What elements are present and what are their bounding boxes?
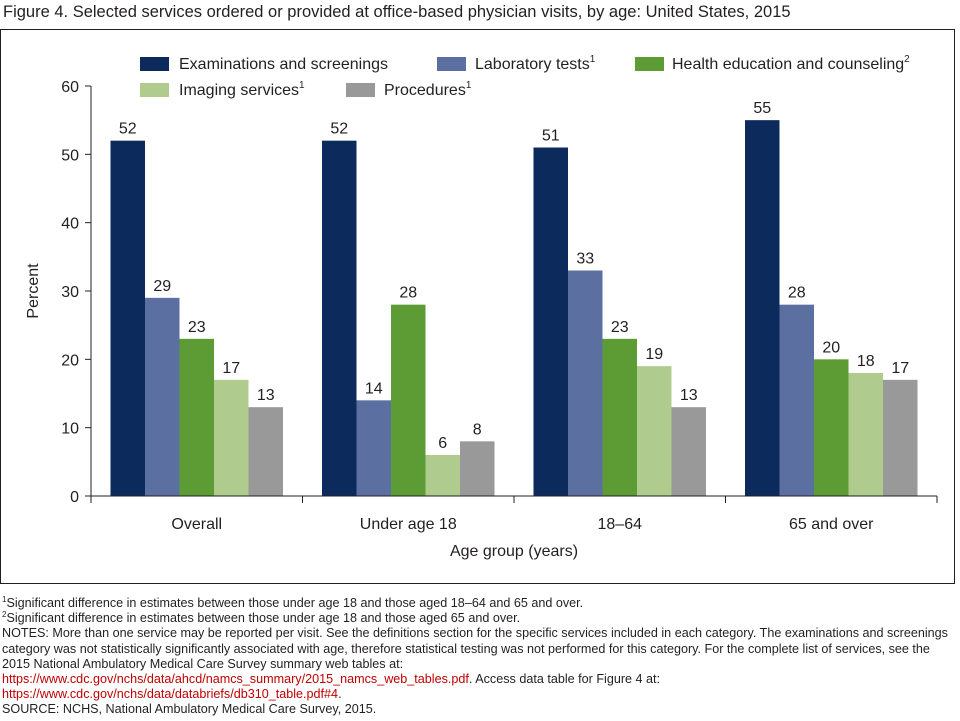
- data-label: 17: [891, 360, 909, 377]
- y-tick-label: 40: [61, 216, 79, 233]
- bar: [568, 270, 603, 496]
- bar: [602, 338, 637, 496]
- legend-swatch: [140, 57, 169, 71]
- footnote-2: 2Significant difference in estimates bet…: [2, 611, 952, 626]
- bar: [214, 379, 249, 496]
- bar: [356, 400, 391, 496]
- data-label: 13: [257, 387, 275, 404]
- source-line: SOURCE: NCHS, National Ambulatory Medica…: [2, 702, 377, 717]
- legend-label: Laboratory tests1: [475, 54, 596, 73]
- data-label: 13: [680, 387, 698, 404]
- link1-after-text: . Access data table for Figure 4 at:: [468, 672, 661, 687]
- data-label: 23: [188, 319, 206, 336]
- notes-text: NOTES: More than one service may be repo…: [2, 626, 948, 671]
- y-tick-label: 60: [61, 79, 79, 96]
- x-axis: Overall Under age 18 18–64 65 and over Age g…: [90, 495, 938, 560]
- bar: [248, 407, 283, 496]
- data-label: 52: [119, 121, 137, 138]
- data-label: 51: [542, 128, 560, 145]
- y-tick-label: 50: [61, 147, 79, 164]
- legend: Examinations and screenings Laboratory te…: [140, 54, 910, 99]
- y-axis-title: Percent: [25, 263, 42, 319]
- x-axis-title: Age group (years): [450, 543, 578, 560]
- data-label: 52: [330, 121, 348, 138]
- x-tick-label: 65 and over: [789, 516, 874, 533]
- bar: [883, 379, 918, 496]
- figure-title: Figure 4. Selected services ordered or p…: [3, 3, 791, 21]
- data-table-link[interactable]: https://www.cdc.gov/nchs/data/databriefs…: [2, 687, 339, 702]
- bar: [745, 120, 780, 497]
- y-tick-label: 0: [70, 489, 79, 506]
- data-label: 14: [365, 380, 383, 397]
- data-label: 28: [788, 285, 806, 302]
- legend-label: Procedures1: [384, 80, 472, 99]
- data-label: 19: [645, 346, 663, 363]
- footnote-1: 1Significant difference in estimates bet…: [2, 594, 952, 611]
- notes-paragraph: NOTES: More than one service may be repo…: [2, 626, 952, 702]
- bar: [779, 304, 814, 496]
- footnote-1-marker: 1: [2, 594, 7, 604]
- bar: [637, 366, 672, 496]
- legend-label: Health education and counseling2: [672, 54, 910, 73]
- bar: [110, 140, 145, 496]
- data-label: 28: [399, 285, 417, 302]
- data-label: 8: [473, 421, 482, 438]
- data-label: 55: [753, 100, 771, 117]
- bars: 52 29 23 17 13 52 14 28 6 8 51 33 23 19 13 55 28 20 18 17: [110, 100, 918, 497]
- data-label: 33: [576, 251, 594, 268]
- legend-swatch: [437, 57, 466, 71]
- notes: 1Significant difference in estimates bet…: [2, 594, 952, 718]
- web-tables-link[interactable]: https://www.cdc.gov/nchs/data/ahcd/namcs…: [2, 672, 469, 687]
- bar-chart: Examinations and screenings Laboratory te…: [25, 54, 938, 560]
- y-tick-label: 20: [61, 352, 79, 369]
- footnote-1-text: Significant difference in estimates betw…: [6, 596, 584, 610]
- footnote-2-text: Significant difference in estimates betw…: [6, 611, 521, 626]
- legend-swatch: [346, 83, 375, 97]
- link2-after-text: .: [338, 687, 342, 702]
- bar: [460, 441, 495, 496]
- bar: [145, 297, 180, 496]
- bar: [179, 338, 214, 496]
- y-tick-label: 10: [61, 421, 79, 438]
- data-label: 29: [153, 278, 171, 295]
- footnote-2-marker: 2: [2, 610, 7, 620]
- bar: [425, 455, 460, 496]
- bar: [848, 373, 883, 496]
- data-label: 17: [222, 360, 240, 377]
- bar: [814, 359, 849, 496]
- y-tick-label: 30: [61, 284, 79, 301]
- bar: [391, 304, 426, 496]
- x-tick-label: Under age 18: [360, 516, 457, 533]
- data-label: 6: [438, 435, 447, 452]
- x-tick-label: 18–64: [598, 516, 643, 533]
- legend-label: Examinations and screenings: [179, 56, 388, 73]
- data-label: 20: [822, 339, 840, 356]
- legend-swatch: [140, 83, 169, 97]
- legend-swatch: [635, 57, 664, 71]
- bar: [322, 140, 357, 496]
- bar: [533, 147, 568, 496]
- data-label: 23: [611, 319, 629, 336]
- data-label: 18: [857, 353, 875, 370]
- x-tick-label: Overall: [171, 516, 222, 533]
- legend-label: Imaging services1: [179, 80, 305, 99]
- bar: [671, 407, 706, 496]
- y-axis: 0 10 20 30 40 50 60 Percent: [25, 79, 92, 506]
- chart-frame: [0, 29, 955, 584]
